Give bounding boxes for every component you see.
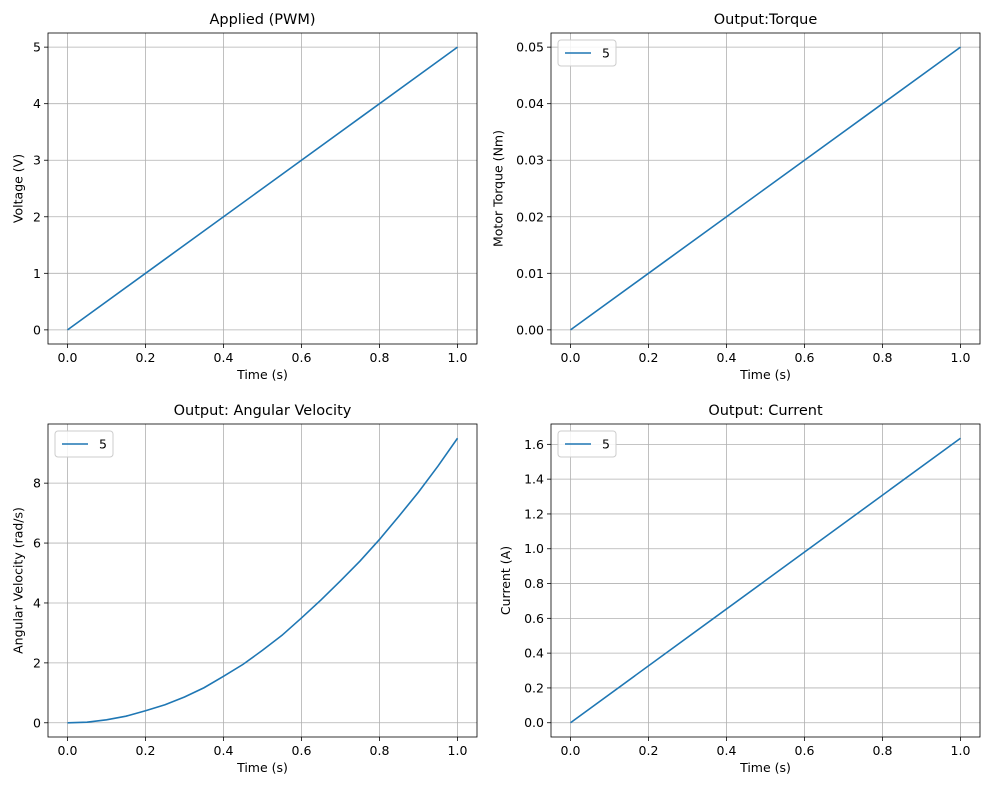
torque-ytick-label-4: 0.04 [516,96,544,111]
current-axes-frame [550,423,981,738]
current-legend: 5 [557,430,617,458]
torque-ytick-label-3: 0.03 [516,153,544,168]
angular-velocity-ytick-label-4: 8 [33,476,41,491]
angular-velocity-ytick-label-3: 6 [33,536,41,551]
applied-voltage-xtick-label-1: 0.2 [136,350,156,365]
torque-xtick-label-0: 0.0 [561,350,581,365]
angular-velocity-xtick-label-2: 0.4 [214,743,234,758]
current-chart: 0.0 0.2 0.4 0.6 0.8 1.0 0.0 0.2 0.4 0.6 0.8 1.0 1.2 1… [498,403,981,775]
angular-velocity-ytick-label-2: 4 [33,595,41,610]
torque-xtick-label-4: 0.8 [873,350,893,365]
torque-title: Output:Torque [714,12,818,28]
angular-velocity-plot-area [48,424,477,737]
applied-voltage-xtick-label-0: 0.0 [58,350,78,365]
torque-xtick-label-5: 1.0 [951,350,971,365]
current-xtick-label-3: 0.6 [795,743,815,758]
current-ytick-label-1: 0.2 [524,680,544,695]
torque-ytick-label-2: 0.02 [516,209,544,224]
angular-velocity-ytick-label-1: 2 [33,655,41,670]
torque-ytick-label-1: 0.01 [516,266,544,281]
applied-voltage-ytick-label-2: 2 [33,209,41,224]
angular-velocity-xtick-label-5: 1.0 [448,743,468,758]
torque-legend-label: 5 [602,46,610,61]
current-xtick-label-0: 0.0 [561,743,581,758]
current-xtick-label-5: 1.0 [951,743,971,758]
applied-voltage-xtick-label-3: 0.6 [292,350,312,365]
torque-ytick-label-5: 0.05 [516,40,544,55]
applied-voltage-ytick-label-3: 3 [33,153,41,168]
torque-chart: 0.0 0.2 0.4 0.6 0.8 1.0 0.00 0.01 0.02 0.03 0.04 0.… [491,12,981,382]
current-series-line-0 [570,437,961,724]
torque-legend: 5 [557,39,617,67]
angular-velocity-xtick-label-1: 0.2 [136,743,156,758]
applied-voltage-ytick-label-4: 4 [33,96,41,111]
applied-voltage-ytick-label-1: 1 [33,266,41,281]
torque-xtick-label-2: 0.4 [717,350,737,365]
current-title: Output: Current [708,403,823,419]
current-xlabel: Time (s) [739,760,791,775]
applied-voltage-axes-frame [47,32,478,345]
current-xtick-label-2: 0.4 [717,743,737,758]
applied-voltage-xtick-label-5: 1.0 [448,350,468,365]
applied-voltage-ylabel: Voltage (V) [10,154,25,223]
angular-velocity-xlabel: Time (s) [236,760,288,775]
angular-velocity-ytick-label-0: 0 [33,715,41,730]
torque-ytick-label-0: 0.00 [516,322,544,337]
torque-series-line-0 [570,46,961,331]
torque-xlabel: Time (s) [739,367,791,382]
angular-velocity-ylabel: Angular Velocity (rad/s) [10,507,25,654]
current-ytick-label-0: 0.0 [524,715,544,730]
current-ylabel: Current (A) [498,546,513,615]
current-xtick-label-1: 0.2 [639,743,659,758]
angular-velocity-chart: 0.0 0.2 0.4 0.6 0.8 1.0 0 2 4 6 8 Output: Angular V… [10,403,478,775]
applied-voltage-xtick-label-4: 0.8 [370,350,390,365]
current-ytick-label-4: 0.8 [524,576,544,591]
applied-voltage-ytick-label-0: 0 [33,322,41,337]
angular-velocity-xtick-label-4: 0.8 [370,743,390,758]
current-legend-label: 5 [602,437,610,452]
applied-voltage-xlabel: Time (s) [236,367,288,382]
current-ytick-label-7: 1.4 [524,472,544,487]
current-ytick-label-8: 1.6 [524,437,544,452]
angular-velocity-axes-frame [47,423,478,738]
current-ytick-label-5: 1.0 [524,541,544,556]
angular-velocity-title: Output: Angular Velocity [174,403,352,419]
torque-axes-frame [550,32,981,345]
angular-velocity-legend-label: 5 [99,437,107,452]
current-ytick-label-6: 1.2 [524,506,544,521]
applied-voltage-title: Applied (PWM) [209,12,315,28]
torque-xtick-label-3: 0.6 [795,350,815,365]
applied-voltage-xtick-label-2: 0.4 [214,350,234,365]
torque-xtick-label-1: 0.2 [639,350,659,365]
angular-velocity-xtick-label-3: 0.6 [292,743,312,758]
current-ytick-label-3: 0.6 [524,611,544,626]
applied-voltage-ytick-label-5: 5 [33,40,41,55]
current-ytick-label-2: 0.4 [524,646,544,661]
angular-velocity-xtick-label-0: 0.0 [58,743,78,758]
angular-velocity-series-line-0 [67,437,459,724]
torque-ylabel: Motor Torque (Nm) [491,130,506,247]
current-xtick-label-4: 0.8 [873,743,893,758]
applied-voltage-series-line-0 [67,46,458,331]
applied-voltage-chart: 0.0 0.2 0.4 0.6 0.8 1.0 0 1 2 3 4 5 Applied (PWM) Tim… [10,12,478,382]
angular-velocity-legend: 5 [54,430,114,458]
